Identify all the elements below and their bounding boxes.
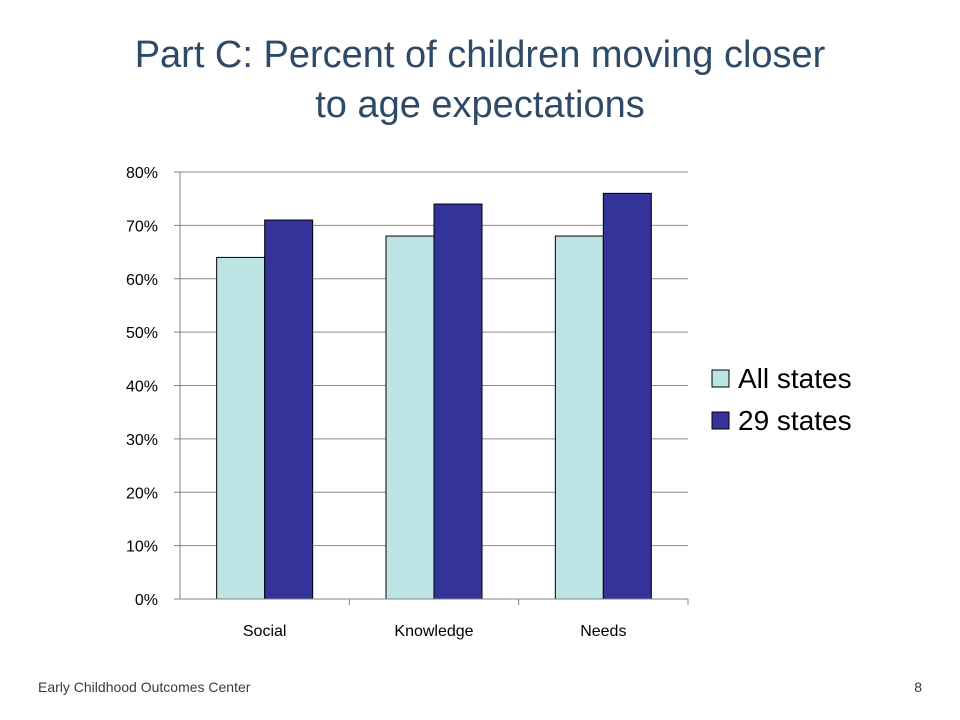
y-tick-label: 40% bbox=[126, 379, 158, 396]
legend: All states 29 states bbox=[711, 363, 852, 436]
legend-swatch bbox=[711, 411, 730, 430]
y-tick-label: 0% bbox=[135, 592, 158, 609]
bar-29-states-needs bbox=[602, 192, 652, 600]
page-number: 8 bbox=[914, 679, 922, 695]
bar-all-states-knowledge bbox=[385, 235, 435, 600]
bar-29-states-knowledge bbox=[433, 203, 483, 600]
y-tick-label: 70% bbox=[126, 218, 158, 235]
x-tick-label: Knowledge bbox=[394, 623, 473, 640]
y-axis-ticks: 0% 10% 20% 30% 40% 50% 60% 70% 80% bbox=[126, 165, 180, 609]
bars bbox=[216, 192, 652, 600]
y-tick-label: 80% bbox=[126, 165, 158, 182]
y-tick-label: 50% bbox=[126, 325, 158, 342]
bar-29-states-social bbox=[264, 219, 314, 600]
y-tick-label: 20% bbox=[126, 485, 158, 502]
footer-organization: Early Childhood Outcomes Center bbox=[38, 679, 251, 695]
legend-label: All states bbox=[738, 363, 852, 394]
x-axis-labels: Social Knowledge Needs bbox=[243, 623, 627, 640]
y-tick-label: 10% bbox=[126, 539, 158, 556]
bar-all-states-social bbox=[216, 256, 266, 600]
bar-all-states-needs bbox=[554, 235, 604, 600]
y-tick-label: 30% bbox=[126, 432, 158, 449]
slide-title: Part C: Percent of children moving close… bbox=[60, 30, 900, 130]
axes bbox=[179, 172, 689, 605]
title-line-2: to age expectations bbox=[315, 84, 645, 126]
y-tick-label: 60% bbox=[126, 272, 158, 289]
title-line-1: Part C: Percent of children moving close… bbox=[134, 34, 826, 76]
legend-label: 29 states bbox=[738, 405, 852, 436]
x-tick-label: Needs bbox=[580, 623, 626, 640]
legend-swatch bbox=[711, 369, 730, 388]
x-tick-label: Social bbox=[243, 623, 287, 640]
